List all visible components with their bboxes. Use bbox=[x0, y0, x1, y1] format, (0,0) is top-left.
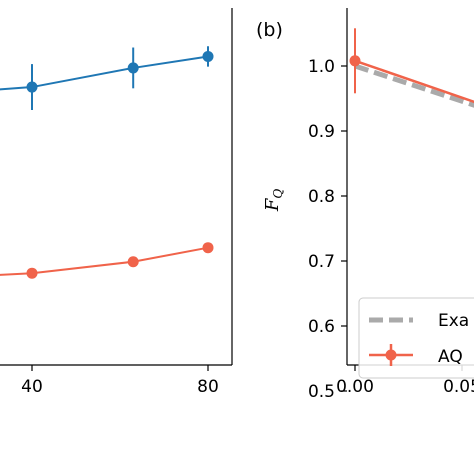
panel-b: (b) FQ 0.5 0.6 0.7 0.8 0.9 1.0 0.00 0.05 Exa A… bbox=[256, 8, 474, 402]
panel-b-y-tick-label: 0.5 bbox=[308, 382, 335, 402]
panel-b-y-tick-label: 0.7 bbox=[308, 252, 335, 272]
panel-b-label: (b) bbox=[256, 19, 283, 41]
panel-a-x-tick-label: 40 bbox=[21, 377, 43, 397]
panel-b-series-aq-line bbox=[354, 59, 474, 104]
panel-a-x-tick-label: 80 bbox=[197, 377, 219, 397]
panel-b-series-exa-line bbox=[354, 63, 474, 108]
panel-b-series bbox=[349, 28, 474, 108]
panel-a-series-1-point bbox=[127, 256, 139, 268]
panel-b-y-axis-label: FQ bbox=[262, 189, 285, 213]
panel-b-x-tick-label: 0.00 bbox=[336, 377, 374, 397]
panel-a-series-1-point bbox=[26, 267, 38, 279]
panel-b-x-ticks: 0.00 0.05 bbox=[336, 365, 474, 397]
panel-b-y-tick-label: 0.8 bbox=[308, 187, 335, 207]
panel-a-x-ticks: 40 80 bbox=[21, 365, 219, 397]
panel-a-series-1-line bbox=[0, 246, 209, 276]
legend-exa-label: Exa bbox=[438, 311, 469, 331]
panel-b-legend: Exa AQ bbox=[358, 297, 474, 379]
panel-a-series bbox=[0, 46, 214, 279]
panel-a: 40 80 bbox=[0, 8, 233, 397]
legend-aq-label: AQ bbox=[438, 347, 463, 367]
panel-b-series-aq-point bbox=[349, 55, 361, 67]
panel-b-y-tick-label: 0.9 bbox=[308, 122, 335, 142]
panel-b-y-tick-label: 0.6 bbox=[308, 317, 335, 337]
panel-a-series-0-point bbox=[202, 50, 214, 62]
panel-b-y-tick-label: 1.0 bbox=[308, 57, 335, 77]
legend-aq-marker bbox=[385, 349, 397, 361]
panel-b-y-ticks: 0.5 0.6 0.7 0.8 0.9 1.0 bbox=[308, 57, 347, 402]
panel-a-series-0-point bbox=[127, 62, 139, 74]
panel-a-series-0-point bbox=[26, 81, 38, 93]
panel-a-series-0-line bbox=[0, 55, 209, 91]
panel-b-x-tick-label: 0.05 bbox=[443, 377, 474, 397]
panel-a-series-1-point bbox=[202, 242, 214, 254]
